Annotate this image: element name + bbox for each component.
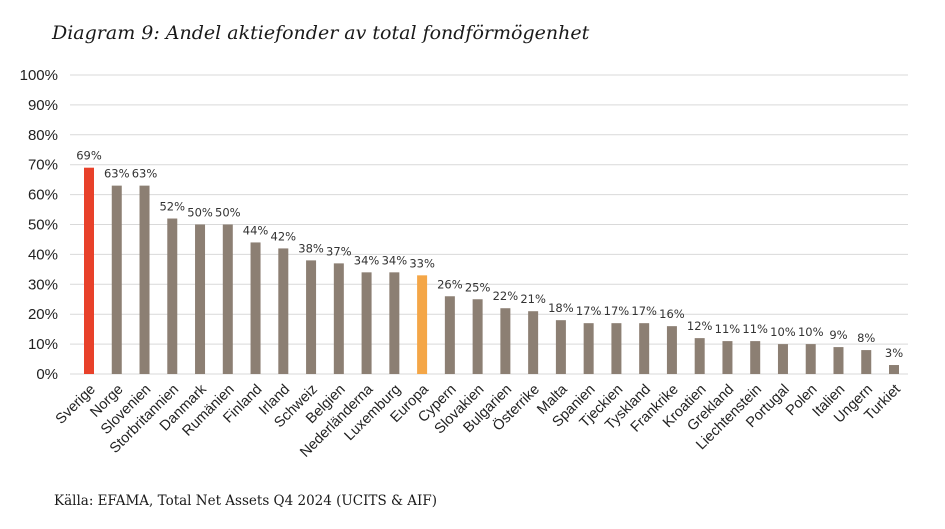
bar <box>500 308 511 374</box>
y-tick-label: 10% <box>28 336 58 353</box>
data-label: 11% <box>742 322 768 336</box>
data-label: 11% <box>715 322 741 336</box>
bar <box>777 344 788 374</box>
y-tick-label: 60% <box>28 187 58 204</box>
chart-title: Diagram 9: Andel aktiefonder av total fo… <box>52 22 590 44</box>
data-label: 10% <box>798 325 824 339</box>
bar <box>139 185 150 374</box>
data-label: 25% <box>465 280 491 294</box>
data-label: 44% <box>243 223 269 237</box>
bar <box>833 347 844 374</box>
data-label: 18% <box>548 301 574 315</box>
data-label: 26% <box>437 277 463 291</box>
data-label: 52% <box>159 200 185 214</box>
bar <box>666 326 677 374</box>
y-tick-label: 30% <box>28 276 58 293</box>
y-tick-label: 100% <box>20 67 58 84</box>
y-tick-label: 90% <box>28 97 58 114</box>
data-label: 10% <box>770 325 796 339</box>
bar <box>111 185 122 374</box>
data-label: 63% <box>104 167 130 181</box>
bar <box>333 263 344 374</box>
data-label: 34% <box>382 253 408 267</box>
bar <box>805 344 816 374</box>
bar <box>528 311 539 374</box>
data-label: 37% <box>326 244 352 258</box>
data-label: 22% <box>493 289 519 303</box>
y-tick-label: 70% <box>28 157 58 174</box>
data-label: 42% <box>271 229 297 243</box>
data-label: 17% <box>576 304 602 318</box>
bar <box>167 218 178 374</box>
bar <box>278 248 289 374</box>
y-tick-label: 0% <box>36 366 58 383</box>
data-label: 38% <box>298 241 324 255</box>
y-tick-label: 50% <box>28 217 58 234</box>
bar <box>444 296 455 374</box>
bar <box>889 365 899 374</box>
bar <box>611 323 622 374</box>
data-label: 3% <box>885 346 903 360</box>
data-label: 16% <box>659 307 685 321</box>
bar <box>583 323 594 374</box>
bar <box>306 260 317 374</box>
data-label: 50% <box>187 206 213 220</box>
y-tick-label: 80% <box>28 127 58 144</box>
bar <box>472 299 483 374</box>
data-label: 50% <box>215 206 241 220</box>
data-label: 21% <box>520 292 546 306</box>
source-note: Källa: EFAMA, Total Net Assets Q4 2024 (… <box>54 493 438 509</box>
data-label: 63% <box>132 167 158 181</box>
data-label: 9% <box>829 328 847 342</box>
y-tick-label: 20% <box>28 306 58 323</box>
bar <box>84 167 94 374</box>
bar <box>639 323 650 374</box>
bar <box>694 338 705 374</box>
bar <box>555 320 566 374</box>
bar <box>195 224 206 374</box>
data-label: 34% <box>354 253 380 267</box>
bar <box>222 224 233 374</box>
data-label: 69% <box>76 149 102 163</box>
bar <box>361 272 372 374</box>
data-label: 17% <box>631 304 657 318</box>
data-label: 8% <box>857 331 875 345</box>
bar <box>722 341 733 374</box>
data-label: 17% <box>604 304 630 318</box>
bar <box>250 242 261 374</box>
data-label: 33% <box>409 256 435 270</box>
bar <box>861 350 872 374</box>
bar <box>389 272 400 374</box>
bar <box>417 275 428 374</box>
data-label: 12% <box>687 319 713 333</box>
y-tick-label: 40% <box>28 246 58 263</box>
bar <box>750 341 761 374</box>
